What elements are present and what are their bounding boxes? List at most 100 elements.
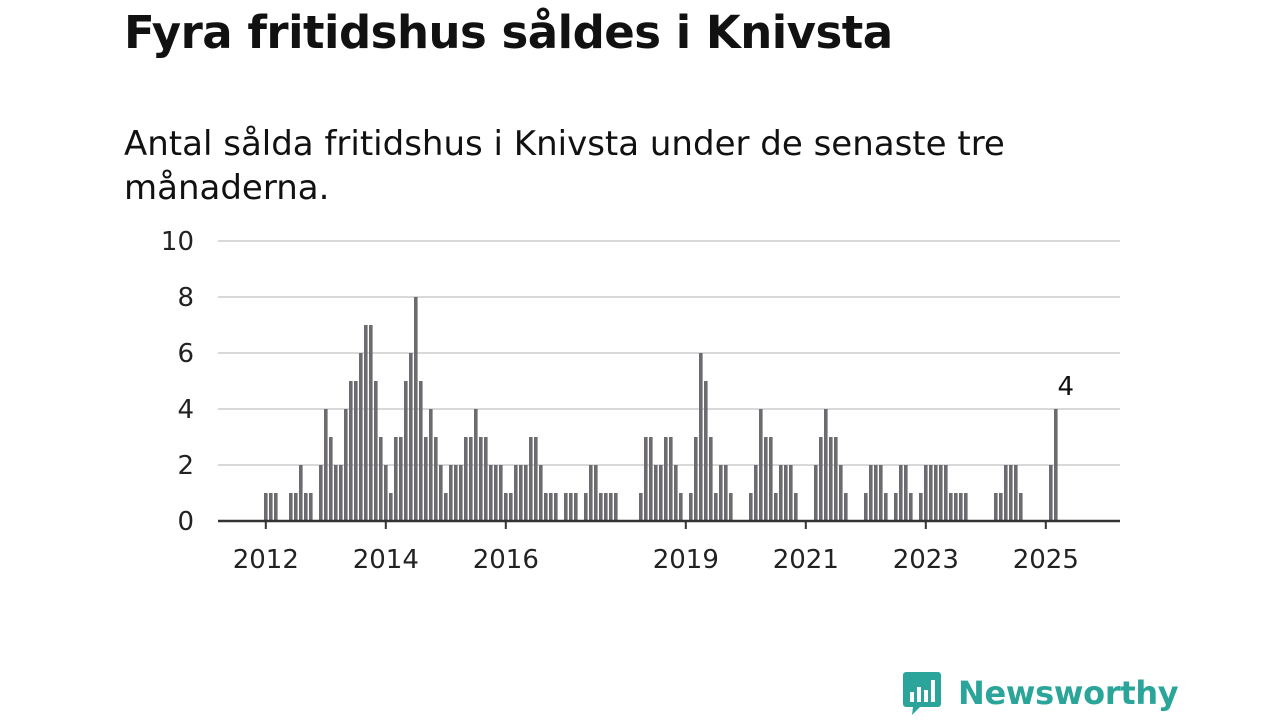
bar [1004,465,1008,521]
x-tick-label: 2021 [773,545,839,575]
bar [304,493,308,521]
y-tick-label: 4 [177,395,194,425]
bar [594,465,598,521]
bar [994,493,998,521]
x-axis: 2012 2014 2016 2019 2021 2023 2025 [218,519,1120,575]
bar [1009,465,1013,521]
chart-title: Fyra fritidshus såldes i Knivsta [124,6,893,59]
bar [429,409,433,521]
bar [929,465,933,521]
bar [549,493,553,521]
brand-name: Newsworthy [958,674,1179,712]
bar [679,493,683,521]
bar [479,437,483,521]
bar [564,493,568,521]
bar [269,493,273,521]
bar [774,493,778,521]
bar [524,465,528,521]
bar [294,493,298,521]
bar [784,465,788,521]
newsworthy-logo: Newsworthy [902,670,1179,716]
bar [484,437,488,521]
bar [414,297,418,521]
bar [574,493,578,521]
bar [814,465,818,521]
bar [649,437,653,521]
chart-subtitle: Antal sålda fritidshus i Knivsta under d… [124,124,1005,208]
bar [794,493,798,521]
bar [374,381,378,521]
bar [434,437,438,521]
bar [899,465,903,521]
bar [789,465,793,521]
bar [494,465,498,521]
bar [714,493,718,521]
bar [749,493,753,521]
grid-lines [218,240,1120,466]
bar [474,409,478,521]
x-tick-label: 2012 [233,545,299,575]
bar [719,465,723,521]
bar [704,381,708,521]
bar [694,437,698,521]
bar [864,493,868,521]
bar [609,493,613,521]
bar [754,465,758,521]
bar [519,465,523,521]
annotations: 4 [1058,372,1075,402]
bar [674,465,678,521]
y-axis: 0 2 4 6 8 10 [161,227,194,537]
bar [569,493,573,521]
bar [894,493,898,521]
bar [469,437,473,521]
bar [404,381,408,521]
bar [464,437,468,521]
bar [589,465,593,521]
y-tick-label: 6 [177,339,194,369]
bar [919,493,923,521]
bar [909,493,913,521]
bar [949,493,953,521]
y-tick-label: 0 [177,507,194,537]
bar [514,465,518,521]
bar [659,465,663,521]
bar [654,465,658,521]
bar [499,465,503,521]
bar [1049,465,1053,521]
bar [639,493,643,521]
bar [344,409,348,521]
bar [614,493,618,521]
bar [264,493,268,521]
bar [379,437,383,521]
highlight-value-label: 4 [1058,372,1075,402]
bar [439,465,443,521]
bar [759,409,763,521]
bar [644,437,648,521]
bar [544,493,548,521]
bar [409,353,413,521]
bar [954,493,958,521]
bar [824,409,828,521]
bar [1054,409,1058,521]
bar [349,381,353,521]
bar [354,381,358,521]
bar [834,437,838,521]
bar [384,465,388,521]
bar [309,493,313,521]
bar [299,465,303,521]
x-tick-label: 2023 [893,545,959,575]
bar [964,493,968,521]
bar [449,465,453,521]
bar [944,465,948,521]
bar [394,437,398,521]
bar [884,493,888,521]
bar [1019,493,1023,521]
bar [604,493,608,521]
bar [769,437,773,521]
bar [329,437,333,521]
bar [959,493,963,521]
bar [534,437,538,521]
bar [529,437,533,521]
y-tick-label: 8 [177,283,194,313]
x-tick-label: 2025 [1013,545,1079,575]
